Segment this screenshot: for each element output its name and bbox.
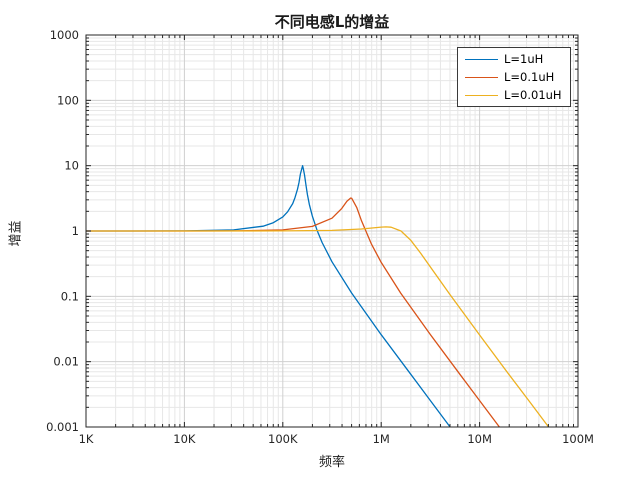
legend-item-label: L=0.1uH [504, 70, 555, 84]
legend-item: L=0.01uH [458, 86, 570, 104]
series-line-0 [86, 165, 451, 428]
series-line-2 [85, 226, 550, 428]
y-tick-label: 100 [57, 93, 79, 107]
x-tick-label: 1M [373, 432, 390, 446]
y-tick-label: 0.1 [61, 289, 79, 303]
chart-title: 不同电感L的增益 [274, 13, 390, 31]
x-tick-label: 10K [173, 432, 196, 446]
y-tick-label: 1000 [50, 28, 79, 42]
y-tick-label: 1 [72, 224, 79, 238]
legend-item: L=0.1uH [458, 68, 570, 86]
legend-line-swatch-icon [465, 58, 498, 60]
y-tick-label: 0.01 [53, 355, 79, 369]
legend-line-swatch-icon [465, 76, 498, 78]
x-tick-label: 10M [467, 432, 492, 446]
legend: L=1uH L=0.1uH L=0.01uH [457, 47, 571, 107]
x-tick-label: 1K [79, 432, 94, 446]
y-axis-label: 增益 [8, 220, 24, 247]
legend-item-label: L=0.01uH [504, 88, 562, 102]
x-tick-label: 100K [268, 432, 298, 446]
legend-line-swatch-icon [465, 94, 498, 96]
x-tick-label: 100M [562, 432, 594, 446]
y-tick-label: 10 [64, 159, 79, 173]
legend-item-label: L=1uH [504, 52, 544, 66]
series-line-1 [86, 197, 500, 428]
y-tick-label: 0.001 [46, 420, 79, 434]
x-axis-label: 频率 [318, 455, 345, 470]
legend-item: L=1uH [458, 50, 570, 68]
